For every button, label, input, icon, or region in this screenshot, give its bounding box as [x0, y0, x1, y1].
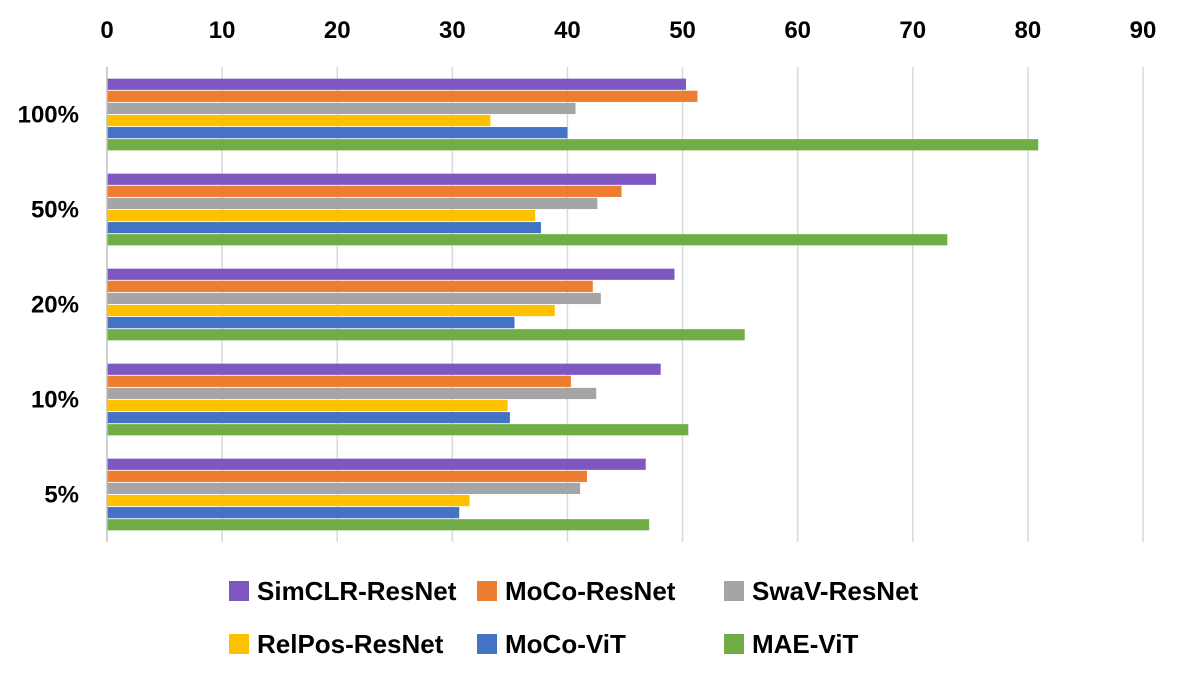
x-tick-label: 10 — [209, 17, 236, 44]
category-label: 10% — [31, 387, 79, 414]
bar-SwaV-ResNet-50% — [107, 197, 598, 210]
legend-swatch — [724, 634, 744, 654]
bars — [107, 78, 1039, 531]
x-tick-label: 40 — [554, 17, 581, 44]
bar-MoCo-ResNet-5% — [107, 470, 588, 482]
legend-item-MoCo-ResNet: MoCo-ResNet — [477, 576, 676, 606]
legend-swatch — [477, 634, 497, 654]
category-label: 50% — [31, 197, 79, 224]
bar-MoCo-ResNet-10% — [107, 375, 571, 387]
legend-item-MoCo-ViT: MoCo-ViT — [477, 629, 626, 659]
x-tick-label: 20 — [324, 17, 351, 44]
bar-MAE-ViT-100% — [107, 139, 1039, 151]
x-tick-label: 30 — [439, 17, 466, 44]
bar-MAE-ViT-10% — [107, 424, 689, 436]
legend-label: MAE-ViT — [752, 629, 859, 659]
legend-item-SimCLR-ResNet: SimCLR-ResNet — [229, 576, 457, 606]
legend-swatch — [477, 581, 497, 601]
bar-RelPos-ResNet-100% — [107, 114, 491, 127]
legend-swatch — [229, 634, 249, 654]
legend-label: MoCo-ResNet — [505, 576, 676, 606]
bar-MoCo-ViT-50% — [107, 222, 541, 234]
x-tick-labels: 0 10 20 30 40 50 60 70 80 90 — [100, 17, 1156, 44]
legend-label: RelPos-ResNet — [257, 629, 444, 659]
x-tick-label: 60 — [784, 17, 811, 44]
x-tick-label: 90 — [1130, 17, 1157, 44]
x-tick-label: 80 — [1015, 17, 1042, 44]
category-labels: 100% 50% 20% 10% 5% — [18, 102, 79, 509]
bar-SwaV-ResNet-5% — [107, 482, 581, 495]
bar-MoCo-ResNet-20% — [107, 280, 593, 292]
category-label: 100% — [18, 102, 79, 129]
category-label: 5% — [44, 482, 79, 509]
x-tick-label: 70 — [899, 17, 926, 44]
bar-SwaV-ResNet-10% — [107, 387, 597, 400]
category-label: 20% — [31, 292, 79, 319]
x-tick-label: 50 — [669, 17, 696, 44]
bar-MoCo-ViT-100% — [107, 127, 568, 139]
bar-MoCo-ViT-10% — [107, 412, 510, 424]
bar-MAE-ViT-5% — [107, 519, 650, 531]
bar-RelPos-ResNet-50% — [107, 209, 536, 222]
x-tick-label: 0 — [100, 17, 113, 44]
bar-SwaV-ResNet-100% — [107, 102, 576, 115]
bar-RelPos-ResNet-10% — [107, 399, 508, 412]
bar-RelPos-ResNet-20% — [107, 304, 555, 317]
legend-item-RelPos-ResNet: RelPos-ResNet — [229, 629, 444, 659]
legend-label: MoCo-ViT — [505, 629, 626, 659]
bar-SwaV-ResNet-20% — [107, 292, 601, 305]
bar-MoCo-ViT-20% — [107, 317, 515, 329]
bar-SimCLR-ResNet-50% — [107, 173, 657, 185]
legend-label: SwaV-ResNet — [752, 576, 919, 606]
legend: SimCLR-ResNet MoCo-ResNet SwaV-ResNet RelPo… — [229, 576, 919, 659]
legend-label: SimCLR-ResNet — [257, 576, 457, 606]
bar-SimCLR-ResNet-5% — [107, 458, 646, 470]
bar-MoCo-ResNet-50% — [107, 185, 622, 197]
bar-MoCo-ViT-5% — [107, 507, 460, 519]
bar-SimCLR-ResNet-20% — [107, 268, 675, 280]
legend-swatch — [724, 581, 744, 601]
legend-swatch — [229, 581, 249, 601]
bar-MoCo-ResNet-100% — [107, 90, 698, 102]
legend-item-SwaV-ResNet: SwaV-ResNet — [724, 576, 919, 606]
bar-RelPos-ResNet-5% — [107, 494, 470, 507]
bar-MAE-ViT-20% — [107, 329, 745, 341]
bar-SimCLR-ResNet-100% — [107, 78, 687, 90]
legend-item-MAE-ViT: MAE-ViT — [724, 629, 859, 659]
bar-SimCLR-ResNet-10% — [107, 363, 661, 375]
bar-MAE-ViT-50% — [107, 234, 948, 246]
